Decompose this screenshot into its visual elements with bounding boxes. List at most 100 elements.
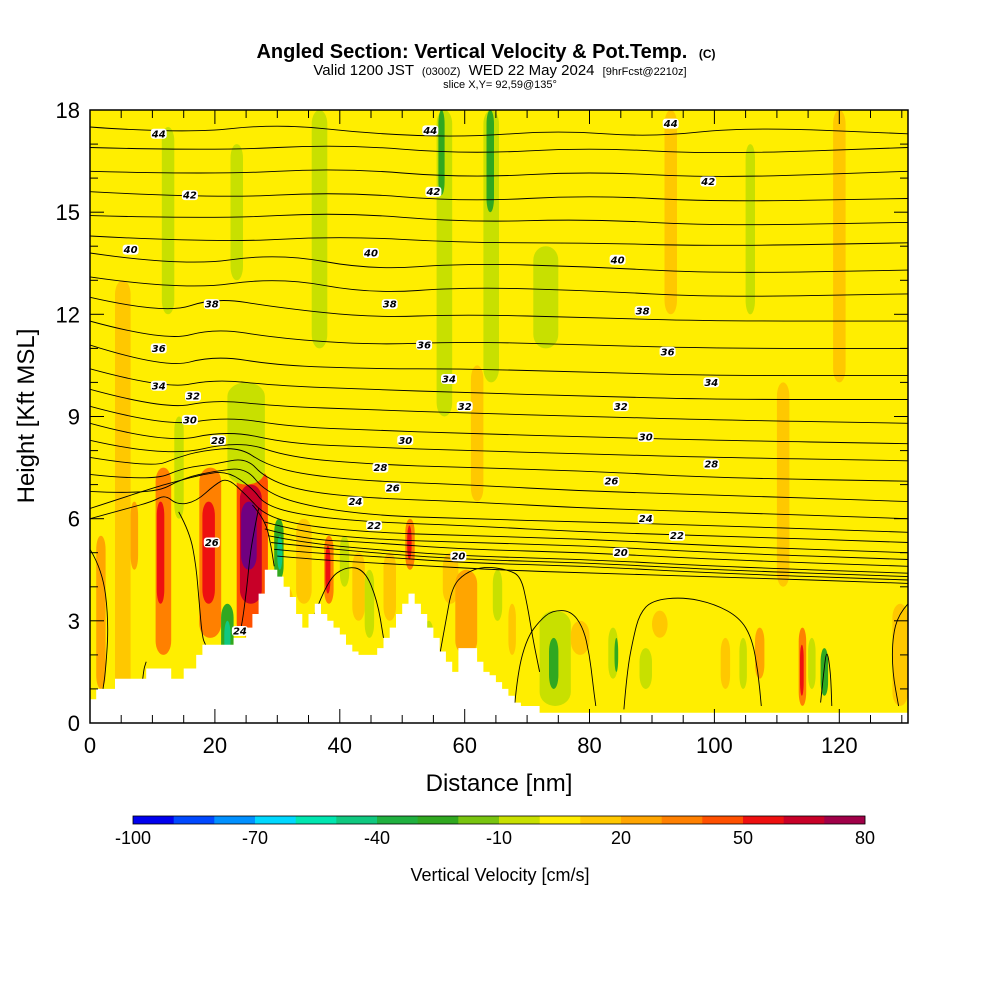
colorbar-swatch-14 [702,816,744,824]
isentrope-20-31 [314,567,384,638]
svg-text:38: 38 [383,300,397,311]
svg-text:44: 44 [663,119,678,130]
velocity-cell-53 [776,382,790,587]
x-tick-label-20: 20 [203,733,227,758]
contour-label-18: 32 [185,391,201,403]
isentrope-18-34 [623,597,762,710]
isentrope-22-27 [90,549,109,693]
subtitle-zulu: (0300Z) [422,66,461,78]
velocity-cell-23 [325,545,331,594]
svg-text:20: 20 [614,548,628,559]
isentrope-33-13 [90,405,908,445]
colorbar-swatch-7 [417,816,459,824]
contour-label-6: 40 [122,244,139,256]
contour-label-28: 26 [603,476,620,488]
svg-text:40: 40 [123,245,138,256]
velocity-cell-39 [508,603,516,655]
svg-text:32: 32 [458,402,472,413]
contour-label-29: 24 [347,496,364,508]
contour-label-9: 38 [203,299,220,311]
velocity-cell-32 [438,110,445,196]
isentrope-18-35 [820,653,833,707]
contour-label-2: 44 [662,118,679,130]
chart-title: Angled Section: Vertical Velocity & Pot.… [256,41,687,63]
isentrope-40-6 [90,252,908,273]
svg-text:42: 42 [425,187,440,198]
svg-text:24: 24 [639,514,653,525]
isentrope-18-33 [514,610,597,707]
contour-label-3: 42 [181,190,198,202]
contour-label-1: 44 [422,125,439,137]
velocity-cell-29 [407,525,412,560]
velocity-cell-42 [549,637,559,689]
isentrope-21-25 [274,548,908,581]
contour-label-35: 26 [203,537,220,549]
contour-label-15: 34 [150,380,167,392]
colorbar-swatch-0 [133,816,174,824]
isentrope-42-3 [90,191,908,202]
y-tick-label-9: 9 [68,405,80,430]
contour-labels: 44 44 44 42 42 42 40 40 40 38 38 38 36 36 36 34 34 34 32 32… [122,118,720,638]
velocity-cell-14 [241,501,257,570]
subtitle-date: WED 22 May 2024 [469,62,595,79]
velocity-cell-25 [352,552,365,621]
velocity-cell-58 [833,110,846,383]
velocity-cell-40 [533,246,559,349]
velocity-cell-49 [720,637,731,689]
contour-label-22: 30 [397,435,414,447]
velocity-cell-46 [639,648,652,689]
colorbar-label: Vertical Velocity [cm/s] [410,865,589,885]
contour-label-21: 30 [181,414,198,426]
isentrope-24-22 [264,528,908,567]
velocity-cell-56 [808,637,816,689]
svg-text:30: 30 [183,415,197,426]
velocity-cell-33 [442,552,459,604]
isentrope-35-11 [90,368,908,400]
colorbar-frame [132,815,866,825]
isentrope-38-8 [90,296,908,322]
colorbar-tick-2: -40 [364,828,390,848]
subtitle-valid: Valid 1200 JST [313,62,413,79]
svg-text:30: 30 [398,436,412,447]
contour-label-19: 32 [456,401,473,413]
svg-text:28: 28 [704,460,718,471]
svg-text:32: 32 [186,392,200,403]
svg-text:26: 26 [205,538,219,549]
svg-text:28: 28 [373,463,387,474]
svg-text:44: 44 [422,126,437,137]
velocity-cell-8 [202,501,215,604]
contour-label-30: 24 [637,513,654,525]
isentrope-20-32 [439,567,541,672]
plot-area: 44 44 44 42 42 42 40 40 40 38 38 38 36 36 36 34 34 34 32 32… [90,110,908,723]
velocity-cell-15 [227,382,265,485]
y-axis-label: Height [Kft MSL] [13,329,40,504]
colorbar-tick-0: -100 [115,828,151,848]
x-tick-label-100: 100 [696,733,733,758]
colorbar-tick-3: -10 [486,828,512,848]
velocity-cell-6 [174,416,184,519]
colorbar-swatch-8 [458,816,500,824]
isentrope-20-26 [277,555,908,584]
svg-text:26: 26 [386,484,400,495]
x-axis-label: Distance [nm] [426,770,573,797]
y-tick-label-18: 18 [56,98,80,123]
terrain-mask [90,569,908,723]
velocity-cell-51 [745,144,755,315]
isentrope-36-10 [90,344,908,377]
y-tick-label-0: 0 [68,711,80,736]
colorbar-swatch-11 [580,816,622,824]
velocity-cell-26 [364,569,375,638]
colorbar-swatch-4 [295,816,337,824]
velocity-cell-50 [739,637,747,689]
y-tick-label-6: 6 [68,507,80,532]
svg-text:42: 42 [700,177,715,188]
isentrope-30-16 [90,448,908,503]
x-tick-label-80: 80 [577,733,601,758]
isentrope-27-19 [90,471,908,543]
colorbar-swatch-1 [173,816,215,824]
contour-label-31: 22 [366,520,383,532]
velocity-cell-0 [96,535,106,689]
colorbar-tick-labels: -100 -70 -40 -10 20 50 80 [115,828,875,848]
velocity-cell-45 [614,637,619,672]
contour-label-20: 32 [612,401,629,413]
